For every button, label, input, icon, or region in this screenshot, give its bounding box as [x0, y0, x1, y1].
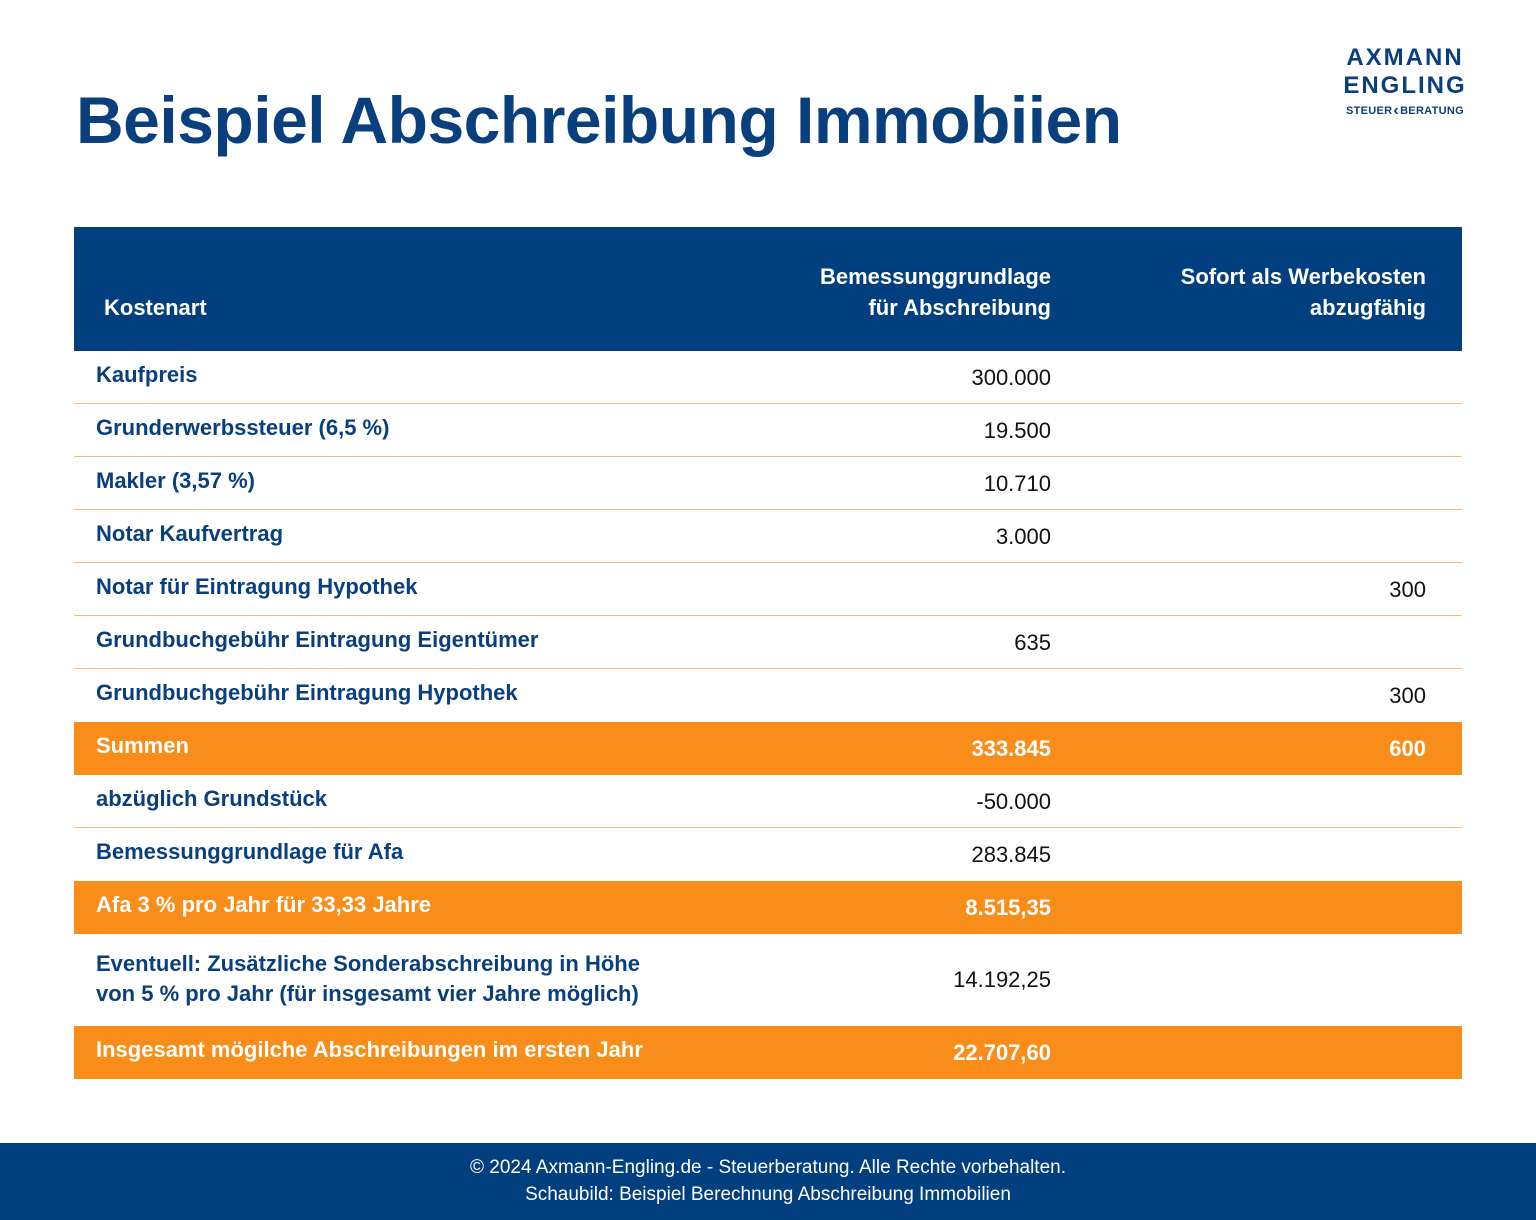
table-row: abzüglich Grundstück -50.000 [74, 775, 1462, 828]
footer-caption: Schaubild: Beispiel Berechnung Abschreib… [525, 1184, 1011, 1205]
header-sofort-line1: Sofort als Werbekosten [1180, 264, 1426, 289]
table-row: Grundbuchgebühr Eintragung Hypothek 300 [74, 669, 1462, 722]
table-row: Grunderwerbssteuer (6,5 %) 19.500 [74, 404, 1462, 457]
row-basis: 10.710 [983, 471, 1051, 496]
page-title: Beispiel Abschreibung Immobiien [76, 83, 1122, 157]
table-row: Notar Kaufvertrag 3.000 [74, 510, 1462, 563]
table-row: Notar für Eintragung Hypothek 300 [74, 563, 1462, 616]
header-bemessung: Bemessunggrundlage für Abschreibung [820, 261, 1051, 323]
row-label: abzüglich Grundstück [96, 786, 328, 811]
logo-line-3: STEUER ‹ BERATUNG [1342, 103, 1468, 119]
row-label: Grundbuchgebühr Eintragung Hypothek [96, 680, 518, 705]
row-basis: 8.515,35 [965, 895, 1051, 920]
row-label: Kaufpreis [96, 362, 198, 387]
chevron-left-icon: ‹ [1393, 102, 1400, 119]
table-row: Bemessunggrundlage für Afa 283.845 [74, 828, 1462, 881]
row-sofort: 300 [1389, 577, 1426, 602]
row-basis: 3.000 [995, 524, 1051, 549]
row-sofort: 300 [1389, 683, 1426, 708]
row-basis: 635 [1014, 630, 1051, 655]
row-label: Afa 3 % pro Jahr für 33,33 Jahre [96, 892, 432, 917]
header-sofort-line2: abzugfähig [1309, 295, 1426, 320]
row-label: Summen [96, 733, 189, 758]
logo-line-1: AXMANN [1346, 44, 1464, 71]
table-row: Eventuell: Zusätzliche Sonderabschreibun… [74, 934, 1462, 1026]
row-label: Insgesamt mögilche Abschreibungen im ers… [96, 1037, 643, 1062]
row-basis: 300.000 [971, 365, 1051, 390]
header-sofort: Sofort als Werbekosten abzugfähig [1181, 261, 1426, 323]
table-header: Kostenart Bemessunggrundlage für Abschre… [74, 227, 1462, 351]
sum-row: Summen 333.845 600 [74, 722, 1462, 775]
row-label: Notar Kaufvertrag [96, 521, 284, 546]
row-label: Makler (3,57 %) [96, 468, 255, 493]
footer-copyright: © 2024 Axmann-Engling.de - Steuerberatun… [470, 1157, 1066, 1178]
depreciation-table: Kostenart Bemessunggrundlage für Abschre… [74, 227, 1462, 1079]
table-row: Kaufpreis 300.000 [74, 351, 1462, 404]
total-row: Insgesamt mögilche Abschreibungen im ers… [74, 1026, 1462, 1079]
row-label: Bemessunggrundlage für Afa [96, 839, 404, 864]
row-basis: 22.707,60 [953, 1040, 1051, 1065]
logo-beratung: BERATUNG [1400, 105, 1464, 117]
row-label: Grunderwerbssteuer (6,5 %) [96, 415, 390, 440]
logo-line-2: ENGLING [1343, 72, 1467, 99]
row-label: Grundbuchgebühr Eintragung Eigentümer [96, 627, 539, 652]
afa-row: Afa 3 % pro Jahr für 33,33 Jahre 8.515,3… [74, 881, 1462, 934]
row-basis: 283.845 [971, 842, 1051, 867]
row-basis: 333.845 [971, 736, 1051, 761]
footer: © 2024 Axmann-Engling.de - Steuerberatun… [0, 1143, 1536, 1220]
header-kostenart: Kostenart [104, 295, 207, 320]
row-sofort: 600 [1389, 736, 1426, 761]
row-basis: 19.500 [983, 418, 1051, 443]
row-label-line1: Eventuell: Zusätzliche Sonderabschreibun… [96, 951, 640, 976]
row-label-line2: von 5 % pro Jahr (für insgesamt vier Jah… [96, 981, 639, 1006]
table-row: Grundbuchgebühr Eintragung Eigentümer 63… [74, 616, 1462, 669]
row-label: Eventuell: Zusätzliche Sonderabschreibun… [96, 949, 640, 1009]
company-logo: AXMANN ENGLING STEUER ‹ BERATUNG [1342, 44, 1468, 119]
table-row: Makler (3,57 %) 10.710 [74, 457, 1462, 510]
header-bemessung-line1: Bemessunggrundlage [819, 264, 1051, 289]
logo-steuer: STEUER [1346, 105, 1393, 117]
row-basis: 14.192,25 [953, 967, 1051, 992]
row-label: Notar für Eintragung Hypothek [96, 574, 418, 599]
header-bemessung-line2: für Abschreibung [868, 295, 1051, 320]
row-basis: -50.000 [976, 789, 1051, 814]
